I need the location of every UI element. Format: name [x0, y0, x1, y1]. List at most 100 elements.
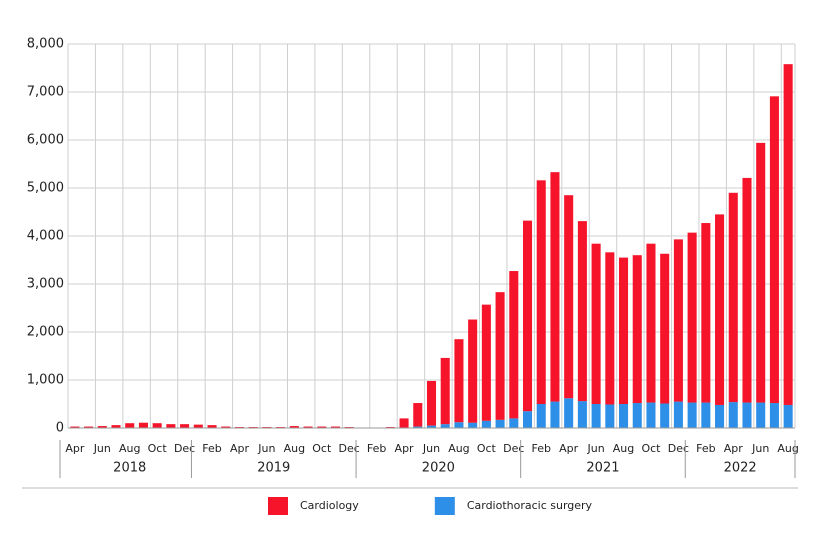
bar-segment	[536, 404, 546, 428]
bar-segment	[289, 426, 299, 428]
x-tick-label: Jun	[587, 442, 605, 455]
bar-segment	[550, 401, 560, 428]
bar-segment	[715, 404, 725, 428]
year-label: 2021	[586, 461, 619, 476]
x-tick-label: Feb	[531, 442, 550, 455]
bar-segment	[783, 404, 793, 428]
bar-segment	[550, 172, 560, 402]
bar-segment	[783, 64, 793, 405]
bar-segment	[660, 403, 670, 428]
year-label: 2020	[422, 461, 455, 476]
bar-segment	[728, 192, 738, 403]
bar-segment	[756, 142, 766, 403]
bar-segment	[70, 426, 80, 428]
bar-segment	[207, 425, 217, 428]
legend-label: Cardiothoracic surgery	[467, 499, 593, 512]
x-tick-label: Apr	[65, 442, 85, 455]
bar-segment	[605, 404, 615, 428]
bar-segment	[564, 398, 574, 428]
bar-segment	[769, 96, 779, 404]
bar-segment	[413, 403, 423, 427]
bar-segment	[454, 422, 464, 428]
bar-segment	[701, 402, 711, 428]
bar-segment	[701, 223, 711, 403]
bar-segment	[495, 419, 505, 428]
x-tick-label: Jun	[93, 442, 111, 455]
bar-segment	[577, 401, 587, 428]
x-tick-label: Jun	[257, 442, 275, 455]
bar-segment	[660, 253, 670, 404]
x-tick-label: Jun	[422, 442, 440, 455]
x-tick-label: Apr	[230, 442, 250, 455]
x-tick-label: Aug	[448, 442, 469, 455]
bar-segment	[221, 426, 231, 428]
bar-segment	[536, 180, 546, 404]
bar-segment	[138, 422, 148, 428]
bar-segment	[426, 380, 437, 426]
x-tick-label: Oct	[477, 442, 497, 455]
legend-swatch	[268, 497, 288, 515]
x-tick-label: Oct	[312, 442, 332, 455]
x-tick-label: Dec	[503, 442, 524, 455]
bar-segment	[509, 418, 519, 428]
x-tick-label: Dec	[339, 442, 360, 455]
x-tick-label: Feb	[202, 442, 221, 455]
bar-segment	[111, 425, 121, 428]
y-tick-label: 5,000	[27, 181, 64, 196]
bar-segment	[125, 423, 135, 428]
bar-segment	[440, 357, 450, 425]
bar-segment	[481, 304, 491, 421]
bar-segment	[97, 426, 107, 428]
x-tick-label: Apr	[559, 442, 579, 455]
legend-swatch	[434, 497, 455, 515]
bar-segment	[687, 232, 697, 403]
y-tick-label: 8,000	[27, 37, 64, 52]
x-tick-label: Oct	[148, 442, 168, 455]
bar-segment	[591, 404, 601, 428]
bar-segment	[440, 424, 450, 428]
bar-segment	[481, 420, 491, 428]
x-tick-label: Feb	[696, 442, 715, 455]
bar-segment	[646, 243, 656, 403]
x-tick-label: Aug	[284, 442, 305, 455]
year-label: 2019	[257, 461, 290, 476]
y-tick-label: 4,000	[27, 229, 64, 244]
bar-segment	[564, 195, 574, 399]
bar-segment	[413, 426, 423, 428]
bar-segment	[468, 319, 478, 423]
x-tick-label: Aug	[119, 442, 140, 455]
bar-segment	[317, 426, 327, 428]
bar-segment	[646, 402, 656, 428]
y-tick-label: 1,000	[27, 373, 64, 388]
x-tick-label: Apr	[724, 442, 744, 455]
y-tick-label: 3,000	[27, 277, 64, 292]
bar-segment	[426, 425, 437, 428]
x-tick-label: Dec	[668, 442, 689, 455]
bar-segment	[468, 422, 478, 428]
bar-segment	[742, 402, 752, 428]
bar-segment	[509, 271, 519, 419]
year-label: 2018	[113, 461, 146, 476]
bar-segment	[399, 418, 409, 428]
bar-segment	[673, 239, 683, 402]
bar-segment	[495, 292, 505, 420]
x-tick-label: Jun	[751, 442, 769, 455]
bar-segment	[303, 426, 313, 428]
bar-segment	[728, 402, 738, 428]
bar-segment	[619, 404, 629, 428]
bar-segment	[180, 424, 190, 428]
y-tick-label: 2,000	[27, 325, 64, 340]
bar-segment	[632, 255, 642, 404]
bar-segment	[454, 339, 464, 423]
bar-segment	[522, 220, 533, 412]
year-label: 2022	[724, 461, 757, 476]
bar-segment	[591, 243, 601, 404]
bar-segment	[522, 411, 533, 428]
x-tick-label: Oct	[641, 442, 661, 455]
bar-segment	[769, 403, 779, 428]
y-tick-label: 7,000	[27, 85, 64, 100]
bar-segment	[632, 403, 642, 428]
bar-segment	[715, 214, 725, 405]
bar-segment	[193, 424, 203, 428]
